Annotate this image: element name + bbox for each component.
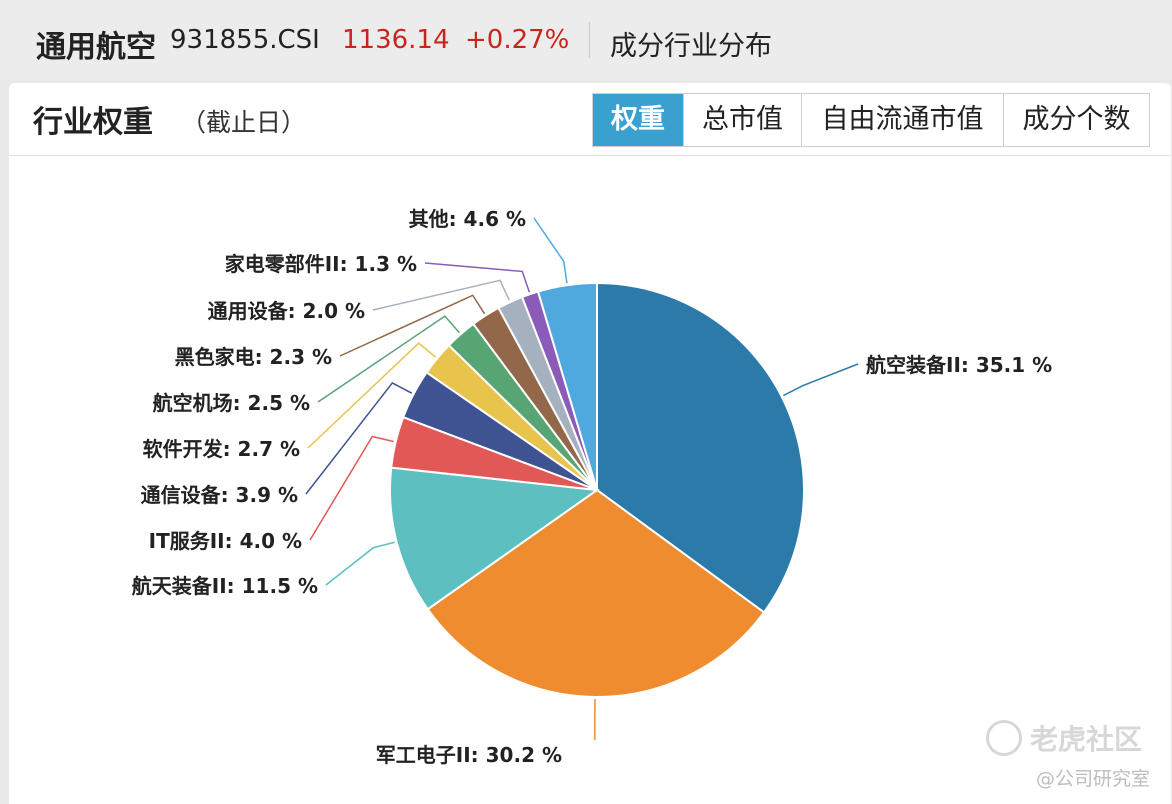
slice-label: 家电零部件II: 1.3 % [225,252,417,276]
slice-label: 其他: 4.6 % [409,207,526,231]
leader-line [533,217,568,284]
leader-line [307,342,437,449]
leader-line [305,382,413,495]
leader-line [372,279,510,311]
index-code: 931855.CSI [170,25,320,55]
slice-label: 通用设备: 2.0 % [208,299,365,323]
watermark-author: @公司研究室 [1036,768,1151,790]
section-title: 成分行业分布 [610,31,772,62]
index-header: 通用航空 931855.CSI 1136.14 +0.27% 成分行业分布 [0,0,1172,80]
tab-constituent-count[interactable]: 成分个数 [1003,94,1149,146]
slice-label: 黑色家电: 2.3 % [175,345,332,369]
leader-line [783,363,859,397]
slice-label: 软件开发: 2.7 % [143,437,300,461]
slice-label: 军工电子II: 30.2 % [376,743,562,767]
slice-label: IT服务II: 4.0 % [149,529,302,553]
slice-label: 通信设备: 3.9 % [141,483,298,507]
slice-label: 航空机场: 2.5 % [153,391,310,415]
leader-line [424,262,531,293]
leader-line [309,435,394,541]
leader-line [317,315,460,403]
panel-header: 行业权重 （截止日） 权重 总市值 自由流通市值 成分个数 [9,83,1171,156]
watermark-brand: 老虎社区 [1030,723,1143,756]
index-name: 通用航空 [36,30,156,65]
tab-weight[interactable]: 权重 [593,94,683,146]
tiger-logo-icon [986,720,1022,756]
panel-title: 行业权重 [33,105,153,140]
tab-free-float-market-cap[interactable]: 自由流通市值 [801,94,1003,146]
index-change: +0.27% [465,25,570,55]
leader-line [325,541,395,586]
panel-date-note: （截止日） [181,108,307,137]
pie-slice[interactable] [536,281,598,491]
tab-total-market-cap[interactable]: 总市值 [683,94,801,146]
index-price: 1136.14 [342,25,450,55]
pie-slice[interactable] [596,281,805,614]
slice-label: 航空装备II: 35.1 % [866,353,1052,377]
pie-slice[interactable] [389,466,600,611]
leader-line [339,294,486,357]
metric-tabs: 权重 总市值 自由流通市值 成分个数 [592,93,1150,147]
pie-slice[interactable] [426,488,766,698]
header-divider [589,22,590,58]
slice-label: 航天装备II: 11.5 % [132,574,318,598]
